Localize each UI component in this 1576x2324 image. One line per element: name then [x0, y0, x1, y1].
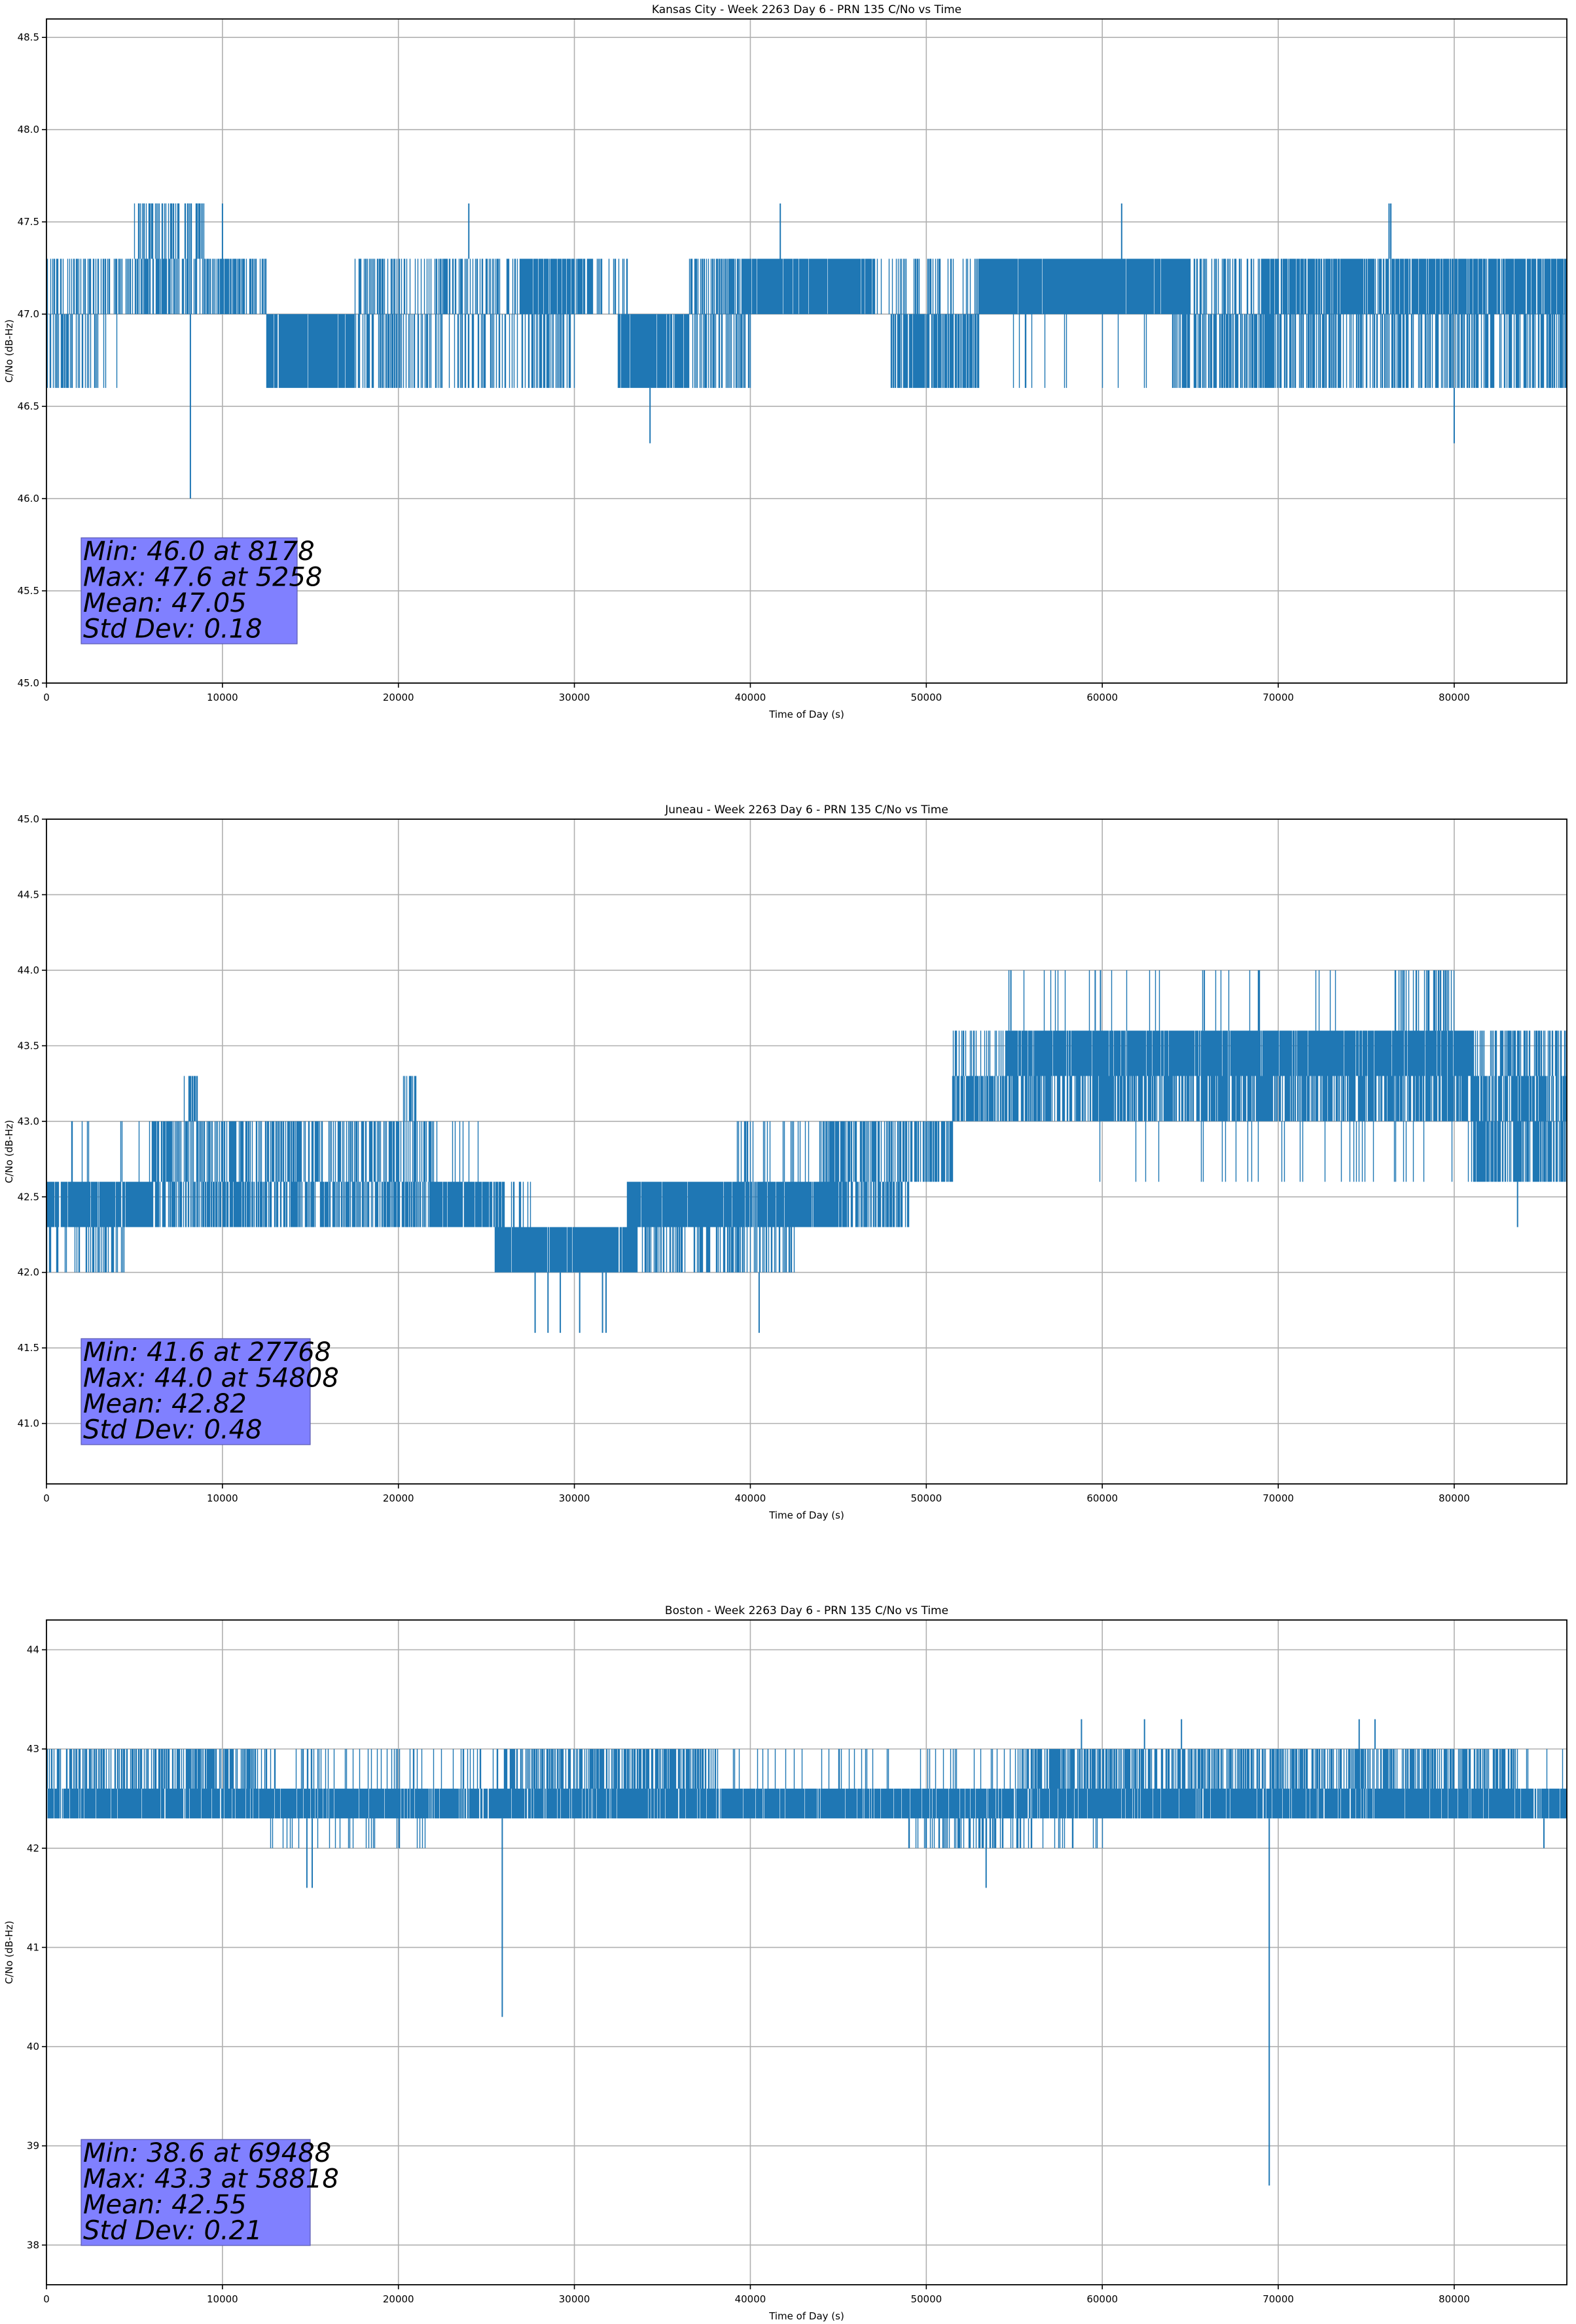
stats-line-mean: Mean: 42.82 [83, 1389, 247, 1419]
x-tick-label-80000: 80000 [1439, 1492, 1470, 1504]
stats-line-max: Max: 47.6 at 5258 [83, 563, 322, 593]
y-tick-label-39: 39 [27, 2140, 39, 2152]
y-tick-label-46: 46.0 [18, 493, 39, 504]
stats-line-std-dev: Std Dev: 0.18 [83, 614, 262, 644]
x-tick-label-0: 0 [43, 1492, 50, 1504]
x-tick-label-60000: 60000 [1086, 2293, 1118, 2305]
x-tick-label-50000: 50000 [910, 1492, 942, 1504]
y-tick-label-42: 42.0 [18, 1267, 39, 1278]
y-tick-label-48-5: 48.5 [18, 31, 39, 43]
x-tick-label-30000: 30000 [559, 692, 590, 703]
x-axis-label: Time of Day (s) [768, 1509, 844, 1521]
stats-box-background [81, 1338, 311, 1445]
chart-2: 0 10000 20000 30000 40000 50000 60000 70000 8000… [3, 803, 1567, 1521]
y-tick-label-45-5: 45.5 [18, 585, 39, 597]
x-axis-label: Time of Day (s) [768, 2310, 844, 2321]
stats-box-background [81, 2139, 311, 2246]
x-tick-label-40000: 40000 [735, 2293, 766, 2305]
x-tick-label-10000: 10000 [207, 692, 238, 703]
y-tick-label-44: 44.0 [18, 964, 39, 976]
x-tick-label-20000: 20000 [383, 692, 414, 703]
stats-line-max: Max: 44.0 at 54808 [83, 1364, 339, 1394]
plot-frame [46, 18, 1567, 684]
stats-line-min: Min: 38.6 at 69488 [83, 2138, 331, 2168]
chart-3: 0 10000 20000 30000 40000 50000 60000 70000 8000… [3, 1604, 1567, 2322]
y-tick-label-46-5: 46.5 [18, 400, 39, 412]
y-tick-label-43: 43.0 [18, 1116, 39, 1127]
y-tick-label-38: 38 [27, 2239, 39, 2251]
chart-1: 0 10000 20000 30000 40000 50000 60000 70000 8000… [3, 3, 1567, 720]
x-tick-label-40000: 40000 [735, 692, 766, 703]
x-tick-label-50000: 50000 [910, 692, 942, 703]
y-axis-label: C/No (dB-Hz) [3, 319, 15, 383]
y-tick-label-44-5: 44.5 [18, 889, 39, 900]
x-tick-label-50000: 50000 [910, 2293, 942, 2305]
stats-line-mean: Mean: 47.05 [83, 588, 247, 618]
y-tick-label-42-5: 42.5 [18, 1191, 39, 1203]
y-axis-label: C/No (dB-Hz) [3, 1921, 15, 1984]
x-tick-label-10000: 10000 [207, 1492, 238, 1504]
x-tick-label-0: 0 [43, 692, 50, 703]
x-axis-label: Time of Day (s) [768, 709, 844, 720]
y-tick-label-45: 45.0 [18, 813, 39, 825]
x-tick-label-60000: 60000 [1086, 692, 1118, 703]
x-tick-label-20000: 20000 [383, 2293, 414, 2305]
y-tick-label-45: 45.0 [18, 677, 39, 689]
y-axis-label: C/No (dB-Hz) [3, 1120, 15, 1184]
stats-line-min: Min: 41.6 at 27768 [83, 1337, 331, 1367]
stats-line-std-dev: Std Dev: 0.21 [83, 2216, 262, 2246]
y-tick-label-41: 41 [27, 1941, 39, 1953]
x-tick-label-80000: 80000 [1439, 692, 1470, 703]
stats-line-max: Max: 43.3 at 58818 [83, 2164, 339, 2194]
stats-line-std-dev: Std Dev: 0.48 [83, 1415, 262, 1445]
x-tick-label-30000: 30000 [559, 2293, 590, 2305]
x-tick-label-40000: 40000 [735, 1492, 766, 1504]
chart-title: Juneau - Week 2263 Day 6 - PRN 135 C/No … [664, 803, 948, 817]
y-tick-label-47: 47.0 [18, 308, 39, 320]
x-tick-label-70000: 70000 [1263, 1492, 1294, 1504]
x-tick-label-70000: 70000 [1263, 692, 1294, 703]
y-tick-label-48: 48.0 [18, 124, 39, 135]
x-tick-label-30000: 30000 [559, 1492, 590, 1504]
y-tick-label-44: 44 [27, 1644, 39, 1655]
chart-title: Boston - Week 2263 Day 6 - PRN 135 C/No … [665, 1604, 948, 1617]
plot-frame [46, 1619, 1567, 2285]
y-tick-label-41-5: 41.5 [18, 1342, 39, 1354]
y-tick-label-41: 41.0 [18, 1418, 39, 1430]
y-tick-label-47-5: 47.5 [18, 216, 39, 228]
y-tick-label-42: 42 [27, 1842, 39, 1854]
stats-box-background [81, 537, 298, 644]
x-tick-label-20000: 20000 [383, 1492, 414, 1504]
y-tick-label-43-5: 43.5 [18, 1040, 39, 1051]
x-tick-label-80000: 80000 [1439, 2293, 1470, 2305]
x-tick-label-60000: 60000 [1086, 1492, 1118, 1504]
x-tick-label-10000: 10000 [207, 2293, 238, 2305]
chart-title: Kansas City - Week 2263 Day 6 - PRN 135 … [652, 3, 961, 16]
plot-frame [46, 819, 1567, 1485]
x-tick-label-70000: 70000 [1263, 2293, 1294, 2305]
y-tick-label-40: 40 [27, 2041, 39, 2052]
y-tick-label-43: 43 [27, 1743, 39, 1755]
stats-line-min: Min: 46.0 at 8178 [83, 537, 315, 567]
stats-line-mean: Mean: 42.55 [83, 2190, 247, 2220]
x-tick-label-0: 0 [43, 2293, 50, 2305]
